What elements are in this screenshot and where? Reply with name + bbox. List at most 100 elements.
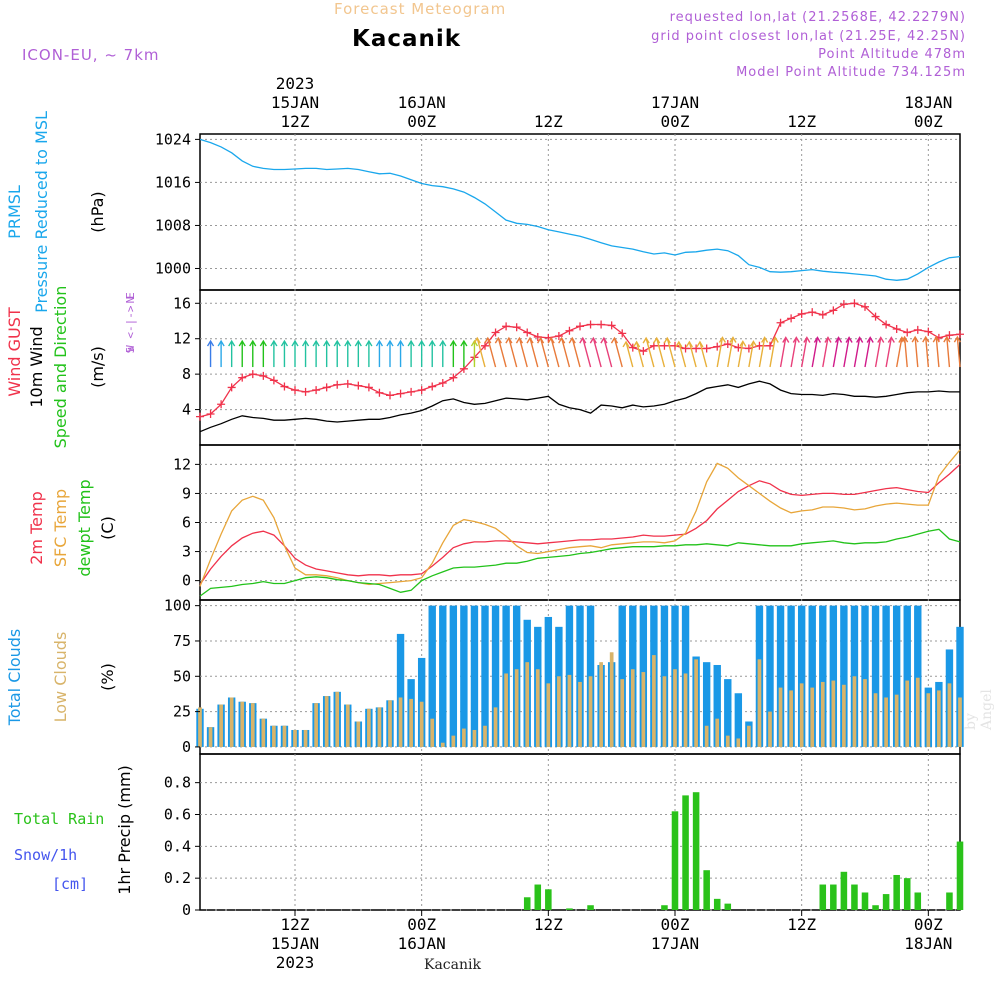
wind-line — [199, 380, 960, 433]
top-time-label: 00Z — [407, 112, 436, 131]
gust-marker — [713, 342, 722, 351]
rain-bar — [956, 841, 964, 910]
y-tick-label: 25 — [173, 703, 191, 721]
wind-arrow — [748, 341, 755, 368]
wind-arrowhead — [729, 336, 737, 343]
gust-marker — [428, 382, 437, 391]
wind-arrowhead — [505, 336, 513, 344]
gust-marker — [375, 388, 384, 397]
gust-marker — [776, 318, 785, 327]
rain-bar — [840, 871, 848, 910]
low-cloud-bar — [820, 681, 825, 747]
low-cloud-bar — [873, 693, 878, 747]
low-cloud-bar — [356, 721, 361, 747]
gust-marker — [628, 343, 637, 352]
wind-arrow — [885, 337, 893, 368]
low-cloud-bar — [620, 679, 625, 747]
panel-frame-1 — [199, 133, 961, 291]
total-cloud-bar — [576, 605, 584, 747]
gust-marker — [259, 371, 268, 380]
wind-arrow — [737, 341, 744, 368]
low-cloud-bar — [219, 704, 223, 747]
total-cloud-bar — [618, 605, 626, 747]
rain-bar — [851, 884, 858, 910]
total-cloud-bar — [819, 605, 827, 747]
wind-arrowhead — [228, 339, 236, 347]
ylabel-low-clouds: Low Clouds — [51, 632, 70, 723]
y-tick-label: 1024 — [155, 130, 191, 148]
wind-arrowhead — [696, 340, 704, 348]
gust-marker — [502, 322, 511, 331]
bottom-time-label: 18JAN — [904, 934, 952, 953]
y-tick-label: 1000 — [155, 259, 191, 277]
wind-arrowhead — [653, 336, 661, 344]
gust-marker — [766, 341, 774, 350]
point-altitude: Point Altitude 478m — [818, 47, 966, 62]
low-cloud-bar — [535, 669, 540, 747]
ylabel-gust: Wind GUST — [5, 307, 24, 397]
y-tick-label: 0 — [182, 901, 191, 919]
top-time-label: 2023 — [276, 74, 315, 93]
rain-bar — [566, 908, 573, 910]
bottom-time-label: 12Z — [281, 915, 310, 934]
rain-bar — [830, 884, 837, 910]
wind-arrow — [914, 337, 919, 368]
compass-north: N — [124, 297, 137, 304]
low-cloud-bar — [578, 681, 582, 747]
wind-arrowhead — [217, 339, 225, 347]
low-cloud-bar — [652, 655, 656, 747]
wind-arrow — [727, 337, 734, 368]
ylabel-total-clouds: Total Clouds — [5, 629, 24, 727]
wind-arrowhead — [238, 339, 246, 347]
gust-marker — [787, 314, 796, 323]
gust-marker — [248, 370, 257, 379]
gust-marker — [586, 320, 595, 329]
y-tick-label: 12 — [173, 330, 191, 348]
wind-arrow — [476, 337, 486, 368]
wind-arrow — [666, 337, 676, 368]
wind-arrowhead — [771, 336, 779, 343]
wind-arrowhead — [610, 336, 619, 344]
wind-arrowhead — [291, 339, 299, 347]
wind-arrowhead — [558, 336, 566, 344]
low-cloud-bar — [335, 691, 340, 747]
low-cloud-bar — [747, 725, 751, 747]
gust-line — [199, 302, 961, 418]
ylabel-unit-hpa: (hPa) — [88, 191, 107, 232]
gust-marker — [449, 373, 458, 382]
footer-location: Kacanik — [424, 957, 481, 973]
total-cloud-bar — [702, 662, 711, 747]
y-tick-label: 0.2 — [164, 869, 191, 887]
gust-marker — [343, 379, 352, 388]
gust-marker — [354, 381, 363, 390]
gust-marker — [681, 344, 690, 353]
wind-arrow — [645, 337, 655, 368]
top-time-label: 17JAN — [651, 93, 699, 112]
gust-marker — [312, 386, 321, 395]
wind-arrowhead — [473, 336, 481, 344]
rain-bar — [671, 811, 679, 910]
wind-arrowhead — [418, 339, 426, 347]
total-cloud-bar — [491, 605, 500, 747]
low-cloud-bar — [683, 673, 688, 747]
total-cloud-bar — [861, 605, 869, 747]
low-cloud-bar — [894, 694, 899, 747]
low-cloud-bar — [947, 683, 952, 747]
y-tick-label: 1008 — [155, 216, 191, 234]
gust-marker — [417, 386, 426, 395]
pressure-line — [199, 138, 961, 281]
gust-marker — [238, 373, 247, 382]
low-cloud-bar — [852, 676, 857, 747]
wind-arrow — [518, 337, 528, 368]
wind-arrow — [613, 337, 623, 368]
gust-marker — [554, 332, 563, 341]
wind-arrow — [561, 337, 571, 368]
low-cloud-bar — [451, 735, 456, 747]
gust-marker — [734, 343, 743, 352]
wind-arrowhead — [622, 340, 630, 348]
wind-arrow — [946, 337, 951, 368]
low-cloud-bar — [440, 742, 445, 747]
ylabel-sfc: SFC Temp — [51, 489, 70, 567]
y-tick-label: 75 — [173, 632, 191, 650]
low-cloud-bar — [345, 704, 350, 747]
